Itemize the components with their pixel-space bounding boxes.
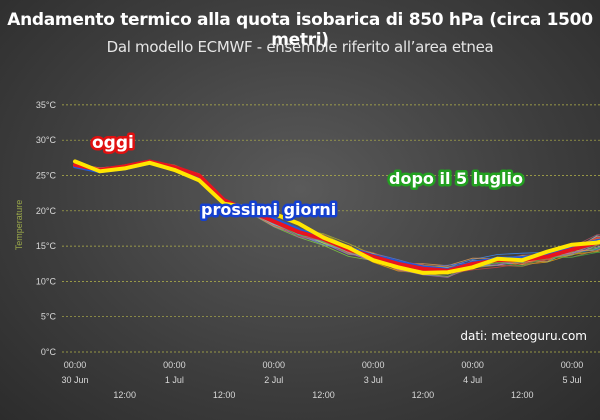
x-tick-date: 5 Jul (562, 375, 581, 385)
chart-subtitle: Dal modello ECMWF - ensemble riferito al… (106, 38, 494, 56)
grid-layer (62, 104, 600, 353)
x-tick-noon: 12:00 (113, 390, 136, 400)
x-tick-time: 00:00 (362, 360, 385, 370)
y-tick-label: 5°C (41, 312, 57, 322)
x-tick-noon: 12:00 (412, 390, 435, 400)
x-tick-date: 30 Jun (61, 375, 88, 385)
annotation-oggi: oggi (92, 133, 134, 153)
source-credit: dati: meteoguru.com (460, 329, 587, 343)
annotation-prossimi-giorni: prossimi giorni (201, 200, 336, 219)
series-operational-line (73, 159, 600, 275)
x-tick-time: 00:00 (163, 360, 186, 370)
y-tick-label: 10°C (36, 276, 57, 286)
x-tick-date: 1 Jul (165, 375, 184, 385)
series-layer (73, 159, 600, 275)
x-tick-date: 2 Jul (264, 375, 283, 385)
y-axis-labels: 0°C 5°C 10°C 15°C 20°C 25°C 30°C 35°C (36, 100, 57, 357)
y-tick-label: 30°C (36, 135, 57, 145)
x-tick-date: 4 Jul (463, 375, 482, 385)
y-tick-label: 25°C (36, 171, 57, 181)
y-tick-label: 20°C (36, 206, 57, 216)
x-tick-date: 3 Jul (364, 375, 383, 385)
x-tick-noon: 12:00 (312, 390, 335, 400)
x-tick-noon: 12:00 (213, 390, 236, 400)
x-axis-labels: 00:00 30 Jun 12:00 00:00 1 Jul 12:00 00:00 2 Ju… (61, 360, 584, 400)
x-tick-noon: 12:00 (511, 390, 534, 400)
x-tick-time: 00:00 (263, 360, 286, 370)
y-tick-label: 35°C (36, 100, 57, 110)
y-axis-title: Temperature (14, 200, 24, 251)
y-tick-label: 15°C (36, 241, 57, 251)
y-tick-label: 0°C (41, 347, 57, 357)
x-tick-time: 00:00 (64, 360, 87, 370)
x-tick-time: 00:00 (561, 360, 584, 370)
x-tick-time: 00:00 (461, 360, 484, 370)
annotation-dopo-5-luglio: dopo il 5 luglio (389, 169, 523, 188)
chart-title: Andamento termico alla quota isobarica d… (7, 10, 593, 50)
series-mean-line (73, 159, 600, 273)
